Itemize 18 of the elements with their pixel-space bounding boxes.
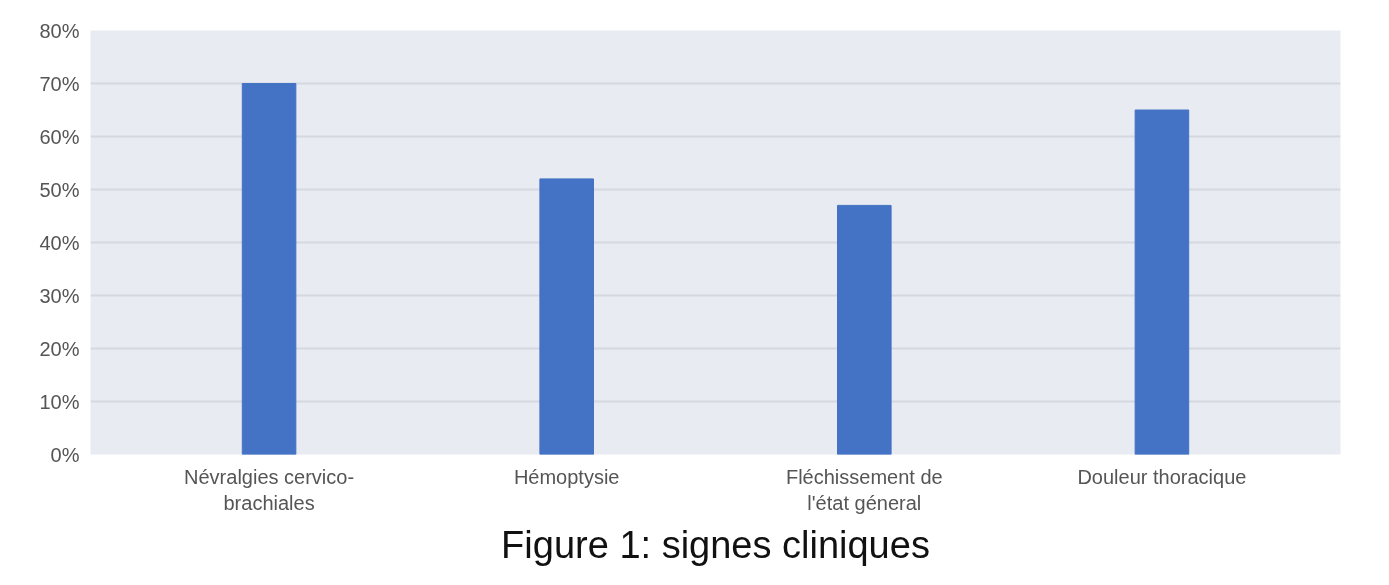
x-tick-label: Fléchissement de l'état géneral (785, 465, 943, 514)
y-tick-label: 20% (39, 337, 80, 360)
y-tick-label: 60% (39, 125, 80, 148)
bar (837, 204, 892, 455)
y-tick-label: 40% (39, 231, 80, 254)
y-tick-label: 10% (39, 390, 80, 413)
y-tick-label: 80% (39, 19, 80, 42)
bar (241, 83, 297, 455)
y-tick-label: 30% (39, 284, 80, 307)
bar (539, 178, 594, 455)
x-tick-label: Névralgies cervico- brachiales (184, 465, 355, 514)
text: Figure 1: signes cliniques (501, 523, 930, 566)
x-tick-label: Hémoptysie (513, 465, 620, 488)
y-tick-label: 0% (50, 443, 80, 466)
x-tick-label: Douleur thoracique (1077, 465, 1247, 488)
bar (1134, 109, 1190, 455)
y-tick-label: 50% (39, 178, 80, 201)
y-tick-label: 70% (39, 72, 80, 95)
